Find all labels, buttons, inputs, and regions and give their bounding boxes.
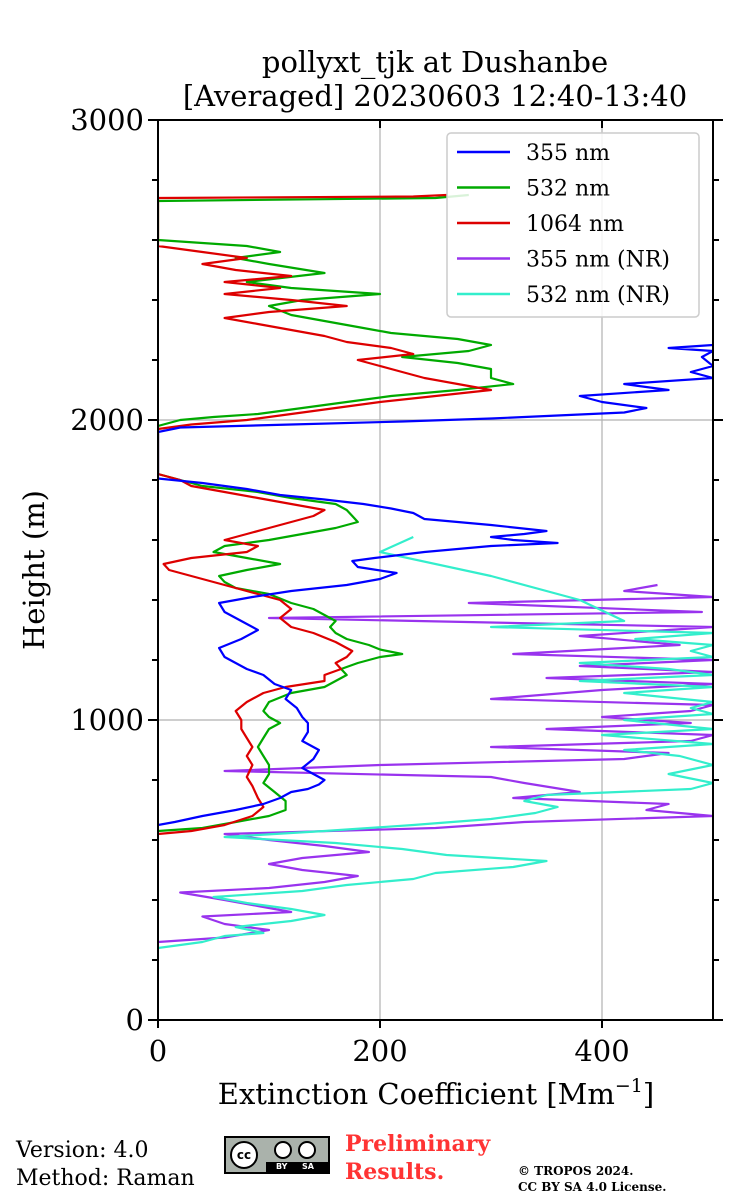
chart-title-line1: pollyxt_tjk at Dushanbe [262, 45, 608, 80]
y-tick-label: 1000 [70, 703, 144, 737]
extinction-profile-chart: 0 200 400 0 1000 2000 3000 pollyxt_tjk at Dush… [17, 45, 723, 1111]
plot-frame [157, 119, 714, 1021]
series-layer [158, 193, 713, 950]
series-line-4 [158, 535, 713, 950]
legend-label: 355 nm (NR) [526, 248, 670, 273]
legend-label: 355 nm [526, 141, 610, 166]
y-axis-label: Height (m) [17, 490, 51, 650]
copyright-line2: CC BY SA 4.0 License. [518, 1180, 667, 1194]
copyright-line1: © TROPOS 2024. [518, 1164, 634, 1178]
series-line-2 [158, 193, 493, 836]
sa-icon [298, 1141, 316, 1159]
legend-box [446, 132, 700, 318]
preliminary-results-note: Preliminary Results. [345, 1130, 490, 1186]
legend-label: 1064 nm [526, 212, 624, 237]
cc-icon: cc [230, 1141, 258, 1169]
y-tick-label: 3000 [70, 103, 144, 137]
x-tick-label: 400 [574, 1034, 629, 1068]
x-tick-label: 200 [352, 1034, 407, 1068]
by-icon [274, 1141, 292, 1159]
x-axis-label: Extinction Coefficient [Mm−1] [218, 1075, 654, 1111]
preliminary-line1: Preliminary [345, 1131, 491, 1157]
version-text: Version: 4.0 [16, 1138, 149, 1163]
preliminary-line2: Results. [345, 1159, 445, 1185]
sa-label: SA [302, 1162, 314, 1171]
y-tick-label: 2000 [70, 403, 144, 437]
license-bar: BY SA [266, 1162, 328, 1172]
legend-label: 532 nm (NR) [526, 283, 670, 308]
by-label: BY [276, 1162, 288, 1171]
series-line-3 [158, 583, 713, 944]
method-text: Method: Raman [16, 1166, 195, 1191]
x-tick-label: 0 [149, 1034, 167, 1068]
y-tick-label: 0 [126, 1003, 144, 1037]
copyright-note: © TROPOS 2024. CC BY SA 4.0 License. [518, 1163, 666, 1195]
legend-label: 532 nm [526, 177, 610, 202]
series-line-1 [158, 193, 515, 833]
axis-ticks: 0 200 400 0 1000 2000 3000 [70, 103, 723, 1068]
chart-title-line2: [Averaged] 20230603 12:40-13:40 [183, 79, 687, 113]
series-line-0 [158, 343, 713, 827]
legend: 355 nm 532 nm 1064 nm 355 nm (NR) 532 nm (NR… [446, 132, 700, 318]
cc-by-sa-license-badge: cc BY SA [224, 1136, 330, 1174]
